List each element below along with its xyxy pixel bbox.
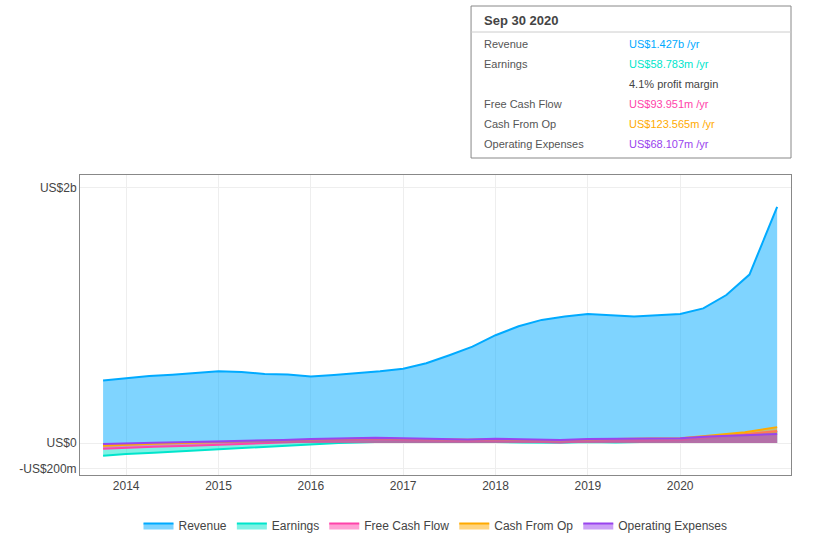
svg-text:Operating Expenses: Operating Expenses [484, 138, 584, 150]
svg-text:Free Cash Flow: Free Cash Flow [364, 519, 449, 533]
svg-text:2019: 2019 [575, 479, 602, 493]
svg-text:Cash From Op: Cash From Op [494, 519, 573, 533]
svg-text:Free Cash Flow: Free Cash Flow [484, 98, 562, 110]
svg-text:US$1.427b /yr: US$1.427b /yr [629, 38, 700, 50]
svg-text:-US$200m: -US$200m [19, 462, 76, 476]
svg-text:US$68.107m /yr: US$68.107m /yr [629, 138, 709, 150]
svg-text:Cash From Op: Cash From Op [484, 118, 556, 130]
svg-text:2018: 2018 [482, 479, 509, 493]
svg-text:Revenue: Revenue [179, 519, 227, 533]
svg-text:Operating Expenses: Operating Expenses [618, 519, 727, 533]
svg-text:2017: 2017 [390, 479, 417, 493]
svg-text:US$58.783m /yr: US$58.783m /yr [629, 58, 709, 70]
svg-text:US$93.951m /yr: US$93.951m /yr [629, 98, 709, 110]
svg-text:US$0: US$0 [47, 436, 77, 450]
svg-text:US$2b: US$2b [40, 181, 77, 195]
svg-text:Revenue: Revenue [484, 38, 528, 50]
svg-text:2014: 2014 [113, 479, 140, 493]
svg-text:Earnings: Earnings [484, 58, 528, 70]
svg-text:Earnings: Earnings [272, 519, 319, 533]
svg-text:US$123.565m /yr: US$123.565m /yr [629, 118, 715, 130]
svg-text:2016: 2016 [297, 479, 324, 493]
svg-text:4.1% profit margin: 4.1% profit margin [629, 78, 718, 90]
svg-text:2015: 2015 [205, 479, 232, 493]
svg-text:2020: 2020 [667, 479, 694, 493]
svg-text:Sep 30 2020: Sep 30 2020 [484, 13, 558, 28]
